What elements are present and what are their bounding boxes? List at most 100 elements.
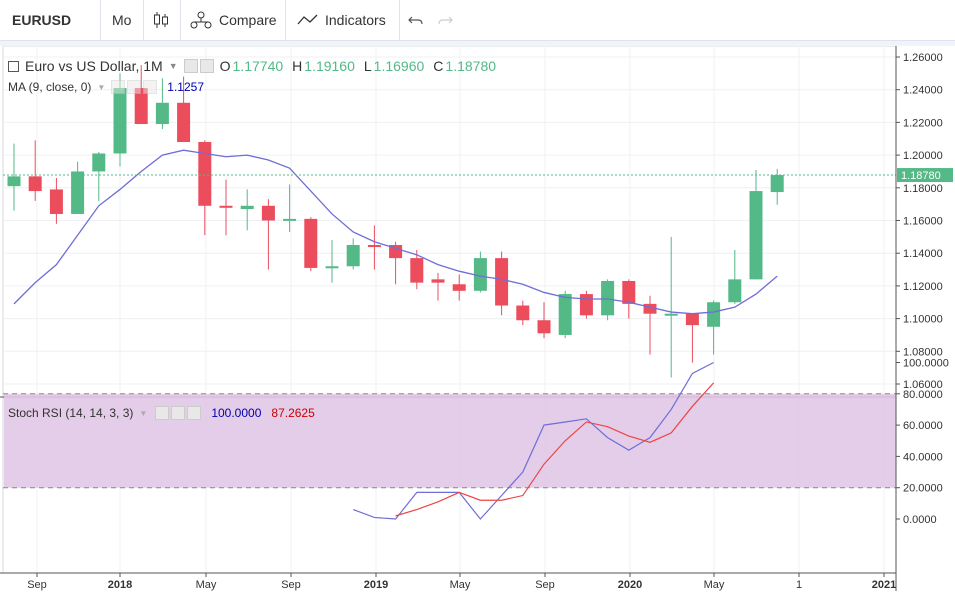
close-icon[interactable] <box>187 406 202 420</box>
chart-style-button[interactable] <box>153 0 169 40</box>
price-tick-label: 1.06000 <box>903 379 943 391</box>
candle-body <box>113 88 127 154</box>
gear-icon[interactable] <box>171 406 186 420</box>
price-tick-label: 1.10000 <box>903 314 943 326</box>
candles-icon <box>154 12 168 28</box>
candle-body <box>304 218 318 268</box>
last-price-badge <box>897 168 953 183</box>
toolbar-divider <box>285 0 286 40</box>
collapse-icon[interactable] <box>8 60 19 72</box>
candle-body <box>7 176 21 187</box>
candle-body <box>707 302 721 327</box>
l-value: 1.16960 <box>373 58 425 74</box>
stoch-d-value: 87.2625 <box>271 406 315 420</box>
candle-body <box>495 258 509 306</box>
candle-body <box>219 205 233 208</box>
time-tick-label: 2018 <box>108 579 132 591</box>
indicators-label: Indicators <box>325 12 386 28</box>
redo-button[interactable] <box>437 0 453 40</box>
price-tick-label: 1.22000 <box>903 117 943 129</box>
candle-body <box>92 153 106 172</box>
eye-icon[interactable] <box>111 80 126 94</box>
stoch-legend: Stoch RSI (14, 14, 3, 3) ▼ 100.0000 87.2… <box>8 406 315 420</box>
candle-body <box>49 189 63 214</box>
chevron-down-icon[interactable]: ▼ <box>97 82 106 92</box>
chart-svg[interactable]: 1.26000 1.24000 1.22000 1.20000 1.18000 1.160… <box>0 45 955 591</box>
ma-line <box>13 149 778 315</box>
ma-value: 1.1257 <box>167 80 204 94</box>
ma-label: MA (9, close, 0) <box>8 80 92 94</box>
time-tick-label: 2020 <box>618 579 642 591</box>
time-tick-label: 1 <box>796 579 802 591</box>
gear-icon[interactable] <box>199 59 214 73</box>
candle-body <box>283 218 297 221</box>
price-tick-label: 1.18000 <box>903 183 943 195</box>
time-tick-label: May <box>450 579 471 591</box>
time-tick-label: Sep <box>27 579 47 591</box>
time-tick-label: May <box>196 579 217 591</box>
candle-body <box>410 258 424 283</box>
candle-body <box>134 88 148 125</box>
candle-body <box>664 313 678 316</box>
stoch-tick-label: 100.0000 <box>903 358 949 370</box>
ma-legend: MA (9, close, 0) ▼ 1.1257 <box>8 80 204 94</box>
candle-body <box>516 305 530 321</box>
candle-body <box>749 191 763 280</box>
candle-body <box>240 205 254 210</box>
candle-body <box>473 258 487 291</box>
eye-icon[interactable] <box>155 406 170 420</box>
eye-icon[interactable] <box>183 59 198 73</box>
h-label: H <box>292 58 303 74</box>
toolbar-divider <box>100 0 101 40</box>
price-tick-label: 1.26000 <box>903 52 943 64</box>
chevron-down-icon[interactable]: ▼ <box>168 61 178 71</box>
top-toolbar: EURUSD Mo Compare Indicators <box>0 0 955 41</box>
last-price-label: 1.18780 <box>901 170 941 182</box>
candle-body <box>198 142 212 206</box>
interval-button[interactable]: Mo <box>112 0 131 40</box>
price-tick-label: 1.14000 <box>903 248 943 260</box>
toolbar-divider <box>399 0 400 40</box>
close-icon[interactable] <box>143 80 158 94</box>
chart-container[interactable]: 1.26000 1.24000 1.22000 1.20000 1.18000 1.160… <box>0 45 955 591</box>
candle-body <box>537 320 551 334</box>
candle-body <box>325 266 339 269</box>
gear-icon[interactable] <box>127 80 142 94</box>
chevron-down-icon[interactable]: ▼ <box>139 408 148 418</box>
compare-button[interactable]: Compare <box>190 0 277 40</box>
candle-body <box>579 294 593 316</box>
candle-body <box>155 102 169 125</box>
candle-body <box>177 102 191 143</box>
candle-body <box>685 313 699 326</box>
stoch-tick-label: 20.0000 <box>903 483 943 495</box>
time-tick-label: Sep <box>281 579 301 591</box>
stoch-tick-label: 60.0000 <box>903 420 943 432</box>
stoch-label: Stoch RSI (14, 14, 3, 3) <box>8 406 134 420</box>
candle-body <box>28 176 42 192</box>
candle-body <box>261 205 275 221</box>
candle-body <box>389 245 403 259</box>
candle-body <box>431 279 445 283</box>
c-label: C <box>433 58 444 74</box>
stoch-d-line <box>395 382 715 517</box>
price-tick-label: 1.20000 <box>903 150 943 162</box>
stoch-tick-label: 40.0000 <box>903 451 943 463</box>
c-value: 1.18780 <box>445 58 497 74</box>
indicators-button[interactable]: Indicators <box>297 0 386 40</box>
undo-icon <box>408 16 423 25</box>
compare-icon <box>190 11 212 29</box>
undo-button[interactable] <box>408 0 424 40</box>
time-tick-label: 2019 <box>364 579 388 591</box>
price-tick-label: 1.12000 <box>903 281 943 293</box>
main-legend: Euro vs US Dollar, 1M ▼ O 1.17740 H 1.19… <box>8 58 496 74</box>
o-value: 1.17740 <box>232 58 284 74</box>
price-tick-label: 1.16000 <box>903 216 943 228</box>
series-title: Euro vs US Dollar, 1M <box>25 58 163 74</box>
stoch-band <box>4 393 896 488</box>
time-tick-label: May <box>704 579 725 591</box>
toolbar-gap <box>0 41 955 46</box>
candle-body <box>558 294 572 335</box>
redo-icon <box>438 16 453 25</box>
symbol-search[interactable]: EURUSD <box>12 0 71 40</box>
candle-body <box>770 175 784 193</box>
